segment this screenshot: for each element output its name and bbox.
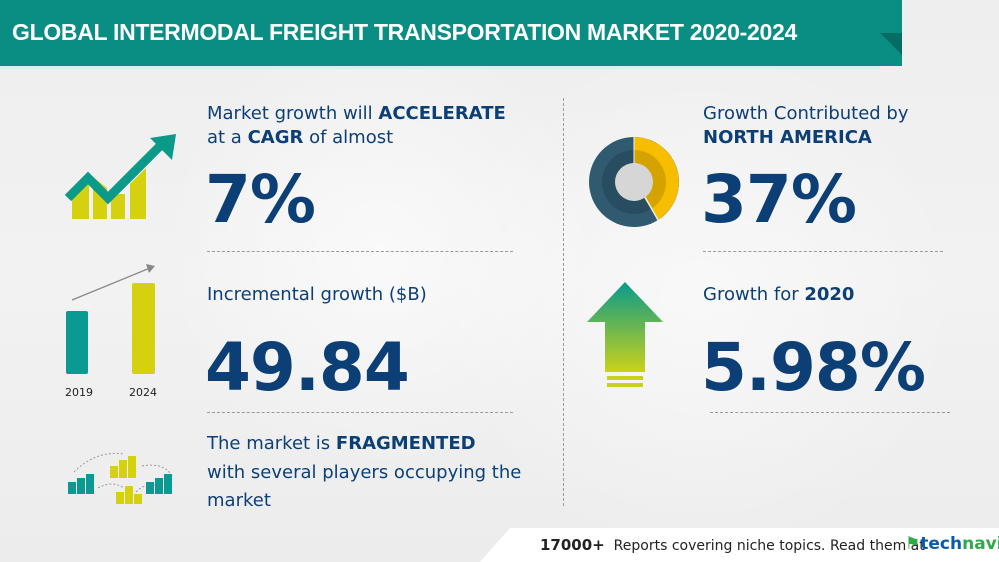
brand-tech: tech xyxy=(920,534,963,554)
header-underline xyxy=(0,66,880,69)
yoy-prefix: Growth for xyxy=(703,284,805,305)
buildings-network-icon xyxy=(68,452,173,504)
page-title: GLOBAL INTERMODAL FREIGHT TRANSPORTATION… xyxy=(12,19,797,45)
yoy-label: Growth for 2020 xyxy=(703,283,854,307)
divider-right-1 xyxy=(703,251,943,252)
header-fold xyxy=(880,33,902,55)
footer-slope xyxy=(480,528,510,562)
year-2024-label: 2024 xyxy=(129,386,157,399)
cagr-label-line1: Market growth will ACCELERATE xyxy=(207,102,506,126)
fragmented-line1: The market is FRAGMENTED xyxy=(207,432,476,456)
report-count: 17000+ xyxy=(540,536,605,554)
footer-bar xyxy=(510,528,999,562)
incremental-label: Incremental growth ($B) xyxy=(207,284,427,305)
cagr-value: 7% xyxy=(205,161,316,238)
technavio-flag-icon: ⚑ xyxy=(905,534,921,554)
fragmented-bold: FRAGMENTED xyxy=(335,433,476,454)
yoy-year: 2020 xyxy=(804,284,855,305)
growth-chart-icon xyxy=(64,134,176,219)
brand-navio: navio xyxy=(962,534,999,554)
divider-left-1 xyxy=(207,251,513,252)
cagr-text-suffix: of almost xyxy=(303,127,394,148)
region-label-line1: Growth Contributed by xyxy=(703,103,909,124)
region-value: 37% xyxy=(701,161,857,238)
technavio-logo[interactable]: ⚑technavio xyxy=(905,534,999,554)
cagr-label-line2: at a CAGR of almost xyxy=(207,126,393,150)
year-2019-label: 2019 xyxy=(65,386,93,399)
vertical-divider xyxy=(563,98,564,506)
cagr-text: Market growth will xyxy=(207,103,379,124)
up-arrow-icon xyxy=(587,282,663,387)
fragmented-prefix: The market is xyxy=(207,433,336,454)
fragmented-line2: with several players occupying the xyxy=(207,462,522,483)
cagr-bold: CAGR xyxy=(247,127,304,148)
footer-message: Reports covering niche topics. Read them… xyxy=(613,538,925,554)
accelerate-text: ACCELERATE xyxy=(378,103,506,124)
region-label-line2: NORTH AMERICA xyxy=(703,127,872,148)
cagr-text-prefix: at a xyxy=(207,127,248,148)
divider-right-2 xyxy=(710,412,950,413)
incremental-value: 49.84 xyxy=(205,329,410,406)
yoy-value: 5.98% xyxy=(701,329,926,406)
donut-chart-icon xyxy=(589,137,679,227)
divider-left-2 xyxy=(207,412,513,413)
fragmented-line3: market xyxy=(207,490,271,511)
bar-comparison-icon xyxy=(66,264,155,374)
footer-text: 17000+ Reports covering niche topics. Re… xyxy=(540,536,925,554)
header-banner xyxy=(0,0,902,66)
